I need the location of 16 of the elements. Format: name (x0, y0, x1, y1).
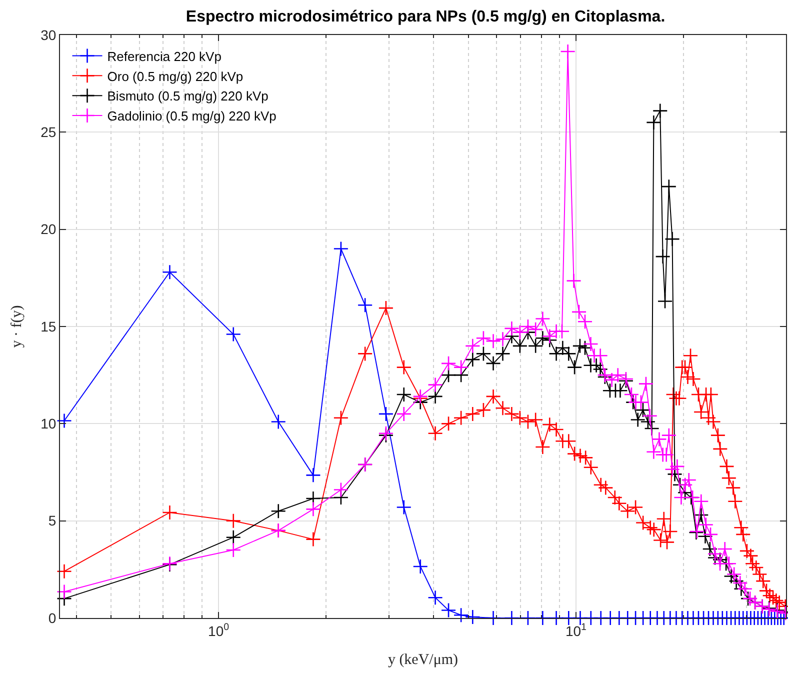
legend-label: Oro (0.5 mg/g) 220 kVp (107, 68, 244, 84)
y-tick-label: 25 (40, 124, 56, 140)
x-axis-title: y (keV/μm) (388, 652, 458, 668)
x-tick-label: 10$^{1}$ (565, 622, 586, 639)
y-tick-label: 30 (40, 26, 56, 43)
y-tick-label: 15 (40, 318, 56, 334)
chart-title: Espectro microdosimétrico para NPs (0.5 mg/g) en Citoplasma. (186, 8, 666, 26)
y-tick-label: 5 (48, 512, 56, 529)
y-tick-label: 20 (40, 221, 56, 238)
y-axis-title: y · f(y) (8, 305, 25, 348)
legend-label: Referencia 220 kVp (107, 48, 222, 64)
legend-label: Bismuto (0.5 mg/g) 220 kVp (107, 88, 268, 104)
legend-label: Gadolinio (0.5 mg/g) 220 kVp (107, 108, 276, 124)
y-tick-label: 10 (40, 416, 56, 432)
y-tick-label: 0 (48, 610, 56, 626)
x-tick-label: 10$^{0}$ (208, 622, 230, 639)
